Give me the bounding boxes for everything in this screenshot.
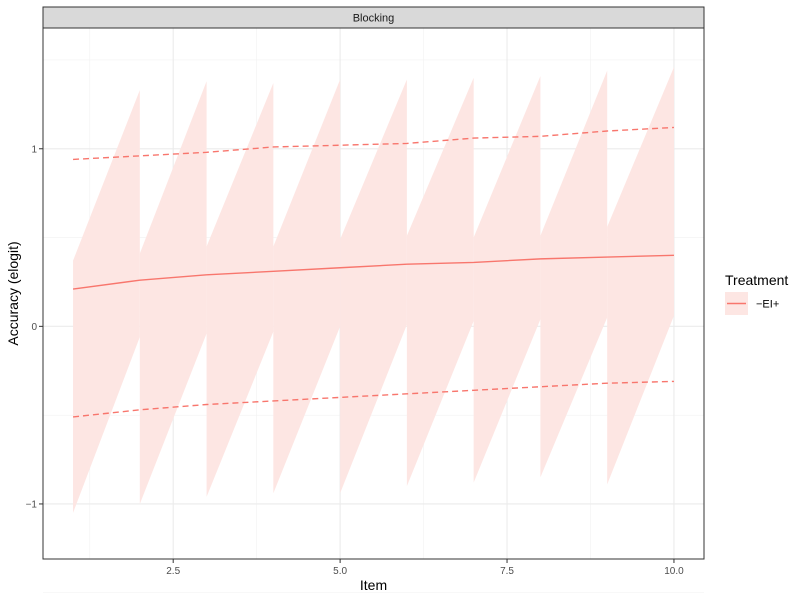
ribbon-segment [273,79,341,494]
ribbon-segment [607,67,674,485]
y-tick-label: −1 [26,499,38,510]
x-tick-label: 7.5 [500,566,514,577]
confidence-ribbons [73,67,674,513]
ribbon-segment [139,81,207,504]
ribbon-segment [73,90,140,513]
series-lines [72,126,674,418]
ribbon-segment [340,79,407,494]
ribbon-segment [473,75,541,483]
x-axis-ticks: 2.5 5.0 7.5 10.0 [166,559,684,577]
y-tick-label: 0 [31,322,37,333]
x-tick-label: 10.0 [664,566,684,577]
x-tick-label: 5.0 [333,566,347,577]
lower-bound-dashed-line [72,380,674,418]
legend: Treatment −EI+ [725,272,788,315]
legend-title: Treatment [725,272,788,288]
facet-strip-label: Blocking [353,13,395,25]
ribbon-segment [406,77,474,487]
x-axis-title: Item [360,577,387,593]
ribbon-segment [540,70,608,478]
upper-bound-dashed-line [73,126,674,161]
y-axis-ticks: −1 0 1 [26,144,43,510]
facet-strip [42,6,705,29]
series-line [72,254,674,290]
y-axis-title: Accuracy (elogit) [5,241,21,345]
y-tick-label: 1 [31,144,37,155]
ribbon-segment [206,83,274,497]
x-tick-label: 2.5 [166,566,180,577]
legend-entry-label: −EI+ [756,299,779,311]
